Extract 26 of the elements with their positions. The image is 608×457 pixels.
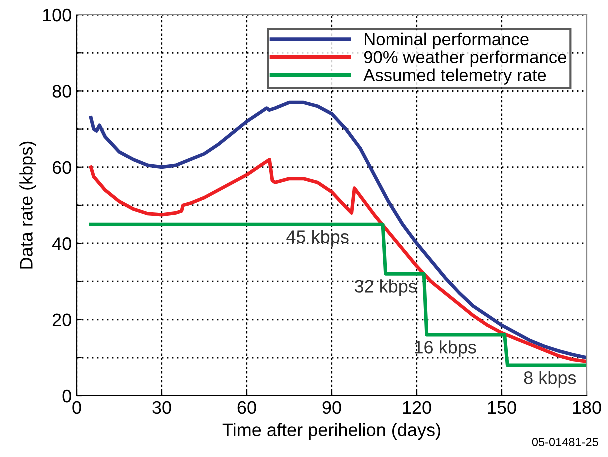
x-tick-label: 60 <box>238 401 256 414</box>
x-axis-title: Time after perihelion (days) <box>222 423 440 440</box>
x-tick-label: 0 <box>72 401 82 414</box>
y-tick-label: 80 <box>52 85 72 98</box>
line-series <box>89 222 587 368</box>
annotation: 45 kbps <box>286 230 349 247</box>
y-tick-label: 0 <box>62 390 72 403</box>
y-tick-label: 20 <box>52 314 72 327</box>
x-tick-label: 30 <box>152 401 172 414</box>
y-tick-label: 100 <box>43 8 72 22</box>
x-tick-label: 180 <box>573 401 602 414</box>
y-axis-title: Data rate (kbps) <box>20 142 36 269</box>
y-tick-label: 60 <box>52 161 72 174</box>
text: 05-01481-25 <box>532 438 598 446</box>
legend-label: Assumed telemetry rate <box>364 68 546 85</box>
legend-label: Nominal performance <box>365 32 529 50</box>
line-series <box>89 158 587 364</box>
annotation: 32 kbps <box>354 280 417 296</box>
x-tick-label: 90 <box>322 401 342 414</box>
x-tick-label: 150 <box>488 401 516 414</box>
annotation: 8 kbps <box>524 371 576 388</box>
x-tick-label: 120 <box>403 401 432 414</box>
line-series <box>89 100 587 360</box>
annotation: 16 kbps <box>415 340 476 358</box>
y-tick-label: 40 <box>52 238 72 250</box>
legend-label: 90% weather performance <box>364 50 566 67</box>
